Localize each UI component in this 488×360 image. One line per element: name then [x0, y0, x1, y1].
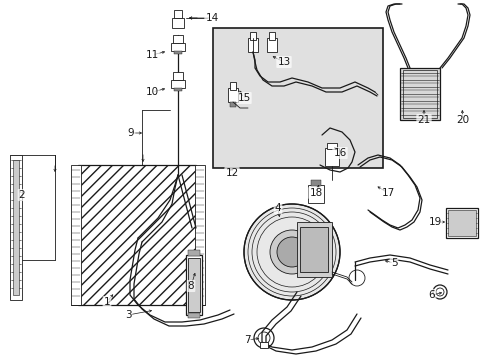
- Bar: [445, 208, 477, 238]
- Text: 13: 13: [277, 57, 290, 67]
- Bar: [195, 165, 204, 305]
- Bar: [247, 38, 258, 52]
- Bar: [310, 180, 320, 186]
- Text: 21: 21: [417, 115, 430, 125]
- Bar: [171, 43, 184, 51]
- Bar: [174, 10, 182, 18]
- Bar: [78, 165, 196, 305]
- Bar: [71, 165, 81, 305]
- Text: 19: 19: [427, 217, 441, 227]
- Bar: [447, 210, 475, 236]
- Text: 17: 17: [381, 188, 394, 198]
- Bar: [299, 227, 327, 272]
- Text: 9: 9: [127, 128, 134, 138]
- Bar: [174, 51, 182, 54]
- Text: 3: 3: [124, 310, 131, 320]
- Bar: [325, 148, 338, 166]
- Bar: [326, 143, 336, 149]
- Text: 8: 8: [187, 281, 194, 291]
- Bar: [187, 250, 200, 256]
- Bar: [307, 185, 324, 203]
- Bar: [227, 88, 238, 102]
- Bar: [249, 32, 256, 40]
- Text: 7: 7: [243, 335, 250, 345]
- Text: 20: 20: [455, 115, 468, 125]
- Circle shape: [244, 204, 339, 300]
- Bar: [173, 35, 183, 43]
- Text: 18: 18: [309, 188, 322, 198]
- Bar: [187, 258, 200, 312]
- Bar: [296, 222, 331, 277]
- Circle shape: [276, 237, 306, 267]
- Bar: [402, 70, 436, 118]
- Text: 16: 16: [333, 148, 346, 158]
- Text: 6: 6: [428, 290, 434, 300]
- Bar: [260, 342, 267, 348]
- Text: 11: 11: [145, 50, 158, 60]
- Bar: [13, 160, 19, 295]
- Text: 4: 4: [274, 203, 281, 213]
- Bar: [185, 255, 202, 315]
- Bar: [173, 72, 183, 80]
- Text: 12: 12: [225, 168, 238, 178]
- Bar: [266, 38, 276, 52]
- Text: 10: 10: [145, 87, 158, 97]
- Bar: [229, 102, 236, 107]
- Bar: [268, 32, 274, 40]
- Bar: [187, 313, 200, 318]
- Text: 2: 2: [19, 190, 25, 200]
- Bar: [172, 18, 183, 28]
- Bar: [174, 88, 182, 91]
- Circle shape: [269, 230, 313, 274]
- Text: 5: 5: [390, 258, 397, 268]
- Text: 15: 15: [237, 93, 250, 103]
- Bar: [229, 82, 236, 90]
- Text: 1: 1: [103, 297, 110, 307]
- Bar: [399, 68, 439, 120]
- Bar: [213, 28, 382, 168]
- Text: 14: 14: [205, 13, 218, 23]
- Bar: [10, 155, 22, 300]
- Bar: [171, 80, 184, 88]
